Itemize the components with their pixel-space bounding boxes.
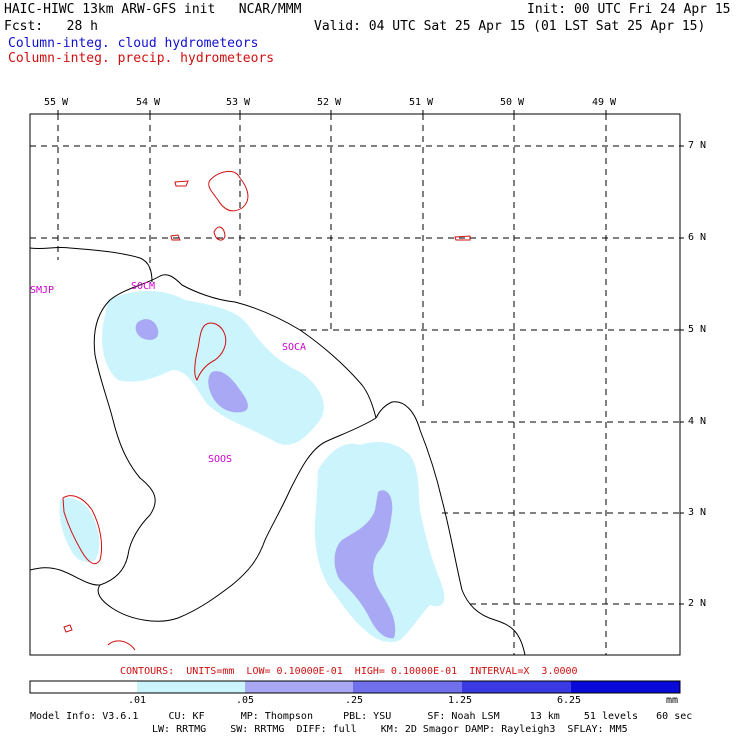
init-time: Init: 00 UTC Fri 24 Apr 15 [527,2,731,17]
colorbar-tick: 6.25 [557,695,582,706]
lat-label: 5 N [688,324,707,335]
colorbar-bin [245,681,353,693]
valid-time: Valid: 04 UTC Sat 25 Apr 15 (01 LST Sat … [314,19,706,34]
colorbar-tick: .25 [345,695,364,706]
lon-label: 50 W [500,97,525,108]
lat-label: 6 N [688,232,707,243]
graticule [30,114,680,655]
lat-label: 3 N [688,507,707,518]
lat-label: 7 N [688,140,707,151]
station-label: SOCA [282,342,307,353]
lon-label: 55 W [44,97,69,108]
field-precip-label: Column-integ. precip. hydrometeors [8,51,275,66]
station-label: SOOS [208,454,233,465]
station-label: SOCM [131,281,156,292]
contour-info: CONTOURS: UNITS=mm LOW= 0.10000E-01 HIGH… [120,666,578,677]
cloud-shading-mid [135,319,396,639]
coastline [29,246,526,656]
colorbar-bin [462,681,571,693]
lon-label: 52 W [317,97,342,108]
model-info: Model Info: V3.6.1 CU: KF MP: Thompson P… [30,711,693,722]
lon-label: 51 W [409,97,434,108]
colorbar-bin [571,681,680,693]
colorbar-tick: .01 [128,695,147,706]
colorbar-tick: 1.25 [448,695,473,706]
colorbar-bin [137,681,245,693]
colorbar-bin [353,681,462,693]
precip-contours [62,171,471,651]
plot-title: HAIC-HIWC 13km ARW-GFS init NCAR/MMM [4,2,302,17]
colorbar-units: mm [666,695,679,706]
frame-ticks [57,110,684,605]
field-cloud-label: Column-integ. cloud hydrometeors [8,36,259,51]
lon-label: 53 W [226,97,251,108]
lon-label: 49 W [592,97,617,108]
map-frame [29,113,681,656]
lat-label: 2 N [688,598,707,609]
colorbar-tick: .05 [236,695,255,706]
colorbar-bin [30,681,137,693]
model-info-physics: LW: RRTMG SW: RRTMG DIFF: full KM: 2D Sm… [152,724,628,735]
lon-label: 54 W [136,97,161,108]
station-label: SMJP [30,285,55,296]
forecast-hour: Fcst: 28 h [4,19,98,34]
lat-label: 4 N [688,416,707,427]
